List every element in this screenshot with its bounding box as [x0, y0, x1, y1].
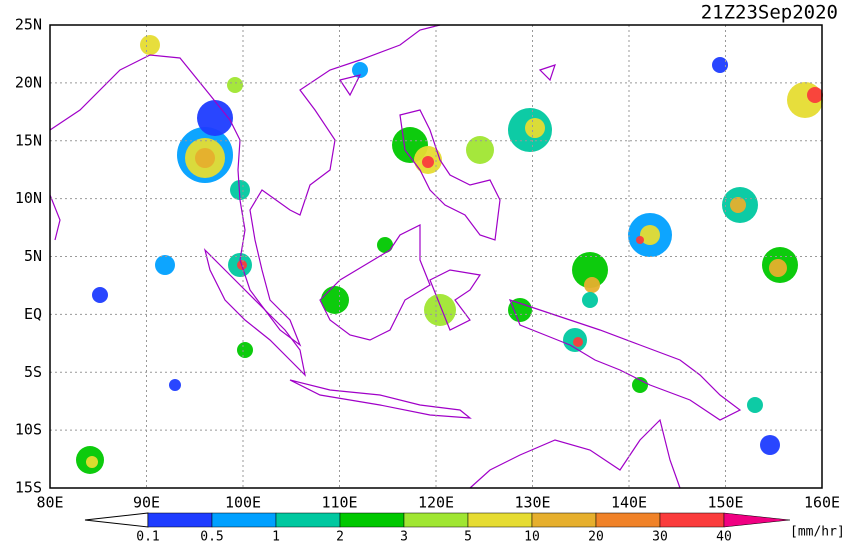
colorbar-label: 5	[464, 530, 472, 544]
rain-cell	[169, 379, 181, 391]
colorbar-label: 0.1	[136, 530, 159, 544]
colorbar-label: 30	[652, 530, 668, 544]
rain-cell	[422, 156, 434, 168]
rain-cell	[237, 342, 253, 358]
colorbar-segment	[339, 512, 405, 528]
coastline	[429, 269, 482, 331]
colorbar-label: 0.5	[200, 530, 223, 544]
coastline	[508, 299, 742, 421]
colorbar-label: 3	[400, 530, 408, 544]
rain-cell	[155, 255, 175, 275]
coastline	[49, 64, 556, 241]
lon-label: 100E	[225, 494, 261, 512]
colorbar-segment	[595, 512, 661, 528]
lat-label: 15N	[15, 131, 42, 149]
colorbar-label: 2	[336, 530, 344, 544]
lat-label: 25N	[15, 16, 42, 34]
colorbar-label: 10	[524, 530, 540, 544]
colorbar-label: 40	[716, 530, 732, 544]
lat-label: 5S	[24, 363, 42, 381]
lat-label: 10N	[15, 189, 42, 207]
colorbar-segment	[659, 512, 725, 528]
rain-cell	[572, 252, 608, 288]
colorbar-segment	[147, 512, 213, 528]
rain-cell	[321, 286, 349, 314]
rain-cell	[636, 236, 644, 244]
coastline	[49, 24, 441, 347]
rain-cell	[92, 287, 108, 303]
colorbar-label: 20	[588, 530, 604, 544]
colorbar-end	[723, 512, 791, 528]
rain-cell	[640, 225, 660, 245]
colorbar-segment	[403, 512, 469, 528]
rain-cell	[573, 337, 583, 347]
rain-cell	[632, 377, 648, 393]
rain-cell	[807, 87, 823, 103]
coastline	[319, 224, 431, 341]
lon-label: 110E	[321, 494, 357, 512]
rain-cell	[525, 118, 545, 138]
rain-cell	[730, 197, 746, 213]
rain-cell	[747, 397, 763, 413]
colorbar: 0.1 0.5 1 2 3 5 10 20 30 40	[84, 512, 791, 544]
lon-label: 80E	[36, 494, 63, 512]
lon-label: 140E	[611, 494, 647, 512]
lat-label: 15S	[15, 479, 42, 497]
colorbar-segment	[467, 512, 533, 528]
rain-cell	[230, 180, 250, 200]
rain-cell	[582, 292, 598, 308]
timestamp: 21Z23Sep2020	[701, 2, 838, 24]
coastline	[469, 418, 681, 489]
coastline	[203, 248, 306, 377]
lat-label: 10S	[15, 421, 42, 439]
map-frame	[49, 24, 823, 489]
coastline	[399, 109, 501, 241]
lon-label: 120E	[418, 494, 454, 512]
colorbar-unit: [mm/hr]	[790, 525, 845, 540]
lat-label: 20N	[15, 73, 42, 91]
colorbar-label: 1	[272, 530, 280, 544]
rain-cell	[769, 259, 787, 277]
graticule	[50, 25, 822, 488]
coastline	[289, 379, 472, 419]
lat-label: 5N	[24, 247, 42, 265]
rain-cell	[352, 62, 368, 78]
lon-label: 130E	[514, 494, 550, 512]
colorbar-segment	[211, 512, 277, 528]
rain-cell	[227, 77, 243, 93]
colorbar-segment	[275, 512, 341, 528]
rain-cell	[140, 35, 160, 55]
lon-label: 150E	[707, 494, 743, 512]
lon-label: 90E	[133, 494, 160, 512]
rain-cell	[424, 294, 456, 326]
rain-cell	[584, 277, 600, 293]
lat-label: EQ	[24, 305, 42, 323]
rain-cell	[760, 435, 780, 455]
rain-cell	[197, 100, 233, 136]
rain-cell	[195, 148, 215, 168]
rain-cell	[86, 456, 98, 468]
rain-cell	[508, 298, 532, 322]
rain-cell	[377, 237, 393, 253]
lon-label: 160E	[804, 494, 840, 512]
rain-cell	[712, 57, 728, 73]
colorbar-segment	[531, 512, 597, 528]
rain-cell	[466, 136, 494, 164]
coastlines	[49, 24, 742, 489]
